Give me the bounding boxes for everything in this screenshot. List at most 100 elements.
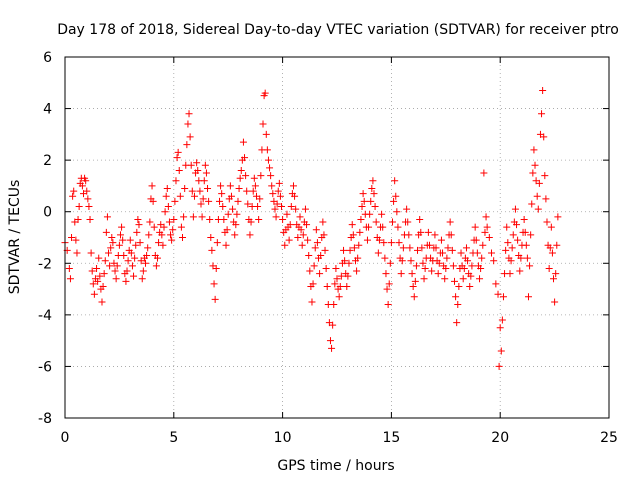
data-point (534, 205, 542, 213)
data-point (196, 187, 204, 195)
data-point (419, 259, 427, 267)
data-point (160, 223, 168, 231)
data-point (535, 179, 543, 187)
data-point (255, 215, 263, 223)
data-point (149, 197, 157, 205)
data-point (462, 244, 470, 252)
data-point (320, 231, 328, 239)
data-point (267, 172, 275, 180)
data-point (100, 270, 108, 278)
data-point (358, 203, 366, 211)
data-point (359, 190, 367, 198)
data-point (554, 213, 562, 221)
data-point (521, 228, 529, 236)
data-point (153, 254, 161, 262)
data-point (531, 161, 539, 169)
data-point (86, 215, 94, 223)
data-point (150, 223, 158, 231)
data-point (517, 254, 525, 262)
data-point (254, 203, 262, 211)
data-point (513, 221, 521, 229)
data-point (241, 154, 249, 162)
data-point (492, 280, 500, 288)
data-point (340, 246, 348, 254)
data-point (385, 280, 393, 288)
data-point (273, 200, 281, 208)
data-points (61, 87, 562, 370)
data-point (478, 254, 486, 262)
data-point (78, 182, 86, 190)
data-point (435, 259, 443, 267)
data-point (343, 282, 351, 290)
data-point (223, 226, 231, 234)
data-point (374, 249, 382, 257)
data-point (202, 169, 210, 177)
data-point (224, 210, 232, 218)
data-point (529, 169, 537, 177)
data-point (312, 226, 320, 234)
y-tick-label: -6 (38, 359, 52, 375)
data-point (457, 249, 465, 257)
data-point (132, 241, 140, 249)
data-point (390, 197, 398, 205)
data-point (424, 228, 432, 236)
data-point (431, 231, 439, 239)
data-point (516, 267, 524, 275)
x-tick-label: 5 (169, 430, 178, 446)
data-point (152, 262, 160, 270)
data-point (111, 267, 119, 275)
data-point (393, 208, 401, 216)
data-point (107, 244, 115, 252)
data-point (263, 146, 271, 154)
data-point (434, 270, 442, 278)
data-point (291, 192, 299, 200)
data-point (382, 270, 390, 278)
data-point (220, 215, 228, 223)
data-point (428, 267, 436, 275)
data-point (131, 254, 139, 262)
data-point (268, 182, 276, 190)
data-point (233, 210, 241, 218)
data-point (311, 244, 319, 252)
data-point (218, 190, 226, 198)
data-point (275, 179, 283, 187)
data-point (183, 141, 191, 149)
data-point (289, 182, 297, 190)
data-point (511, 205, 519, 213)
data-point (165, 218, 173, 226)
data-point (171, 197, 179, 205)
data-point (186, 133, 194, 141)
data-point (247, 218, 255, 226)
data-point (219, 203, 227, 211)
y-tick-label: 0 (43, 205, 52, 221)
data-point (217, 182, 225, 190)
data-point (261, 89, 269, 97)
x-tick-label: 20 (491, 430, 509, 446)
data-point (349, 231, 357, 239)
data-point (237, 166, 245, 174)
data-point (313, 239, 321, 247)
data-point (455, 282, 463, 290)
data-point (177, 223, 185, 231)
data-point (473, 249, 481, 257)
data-point (485, 234, 493, 241)
data-point (353, 267, 361, 275)
y-tick-label: -2 (38, 256, 52, 272)
data-point (548, 249, 556, 257)
data-point (394, 223, 402, 231)
data-point (538, 110, 546, 118)
data-point (365, 223, 373, 231)
data-point (479, 241, 487, 249)
data-point (331, 280, 339, 288)
data-point (369, 177, 377, 185)
data-point (199, 195, 207, 203)
data-point (404, 218, 412, 226)
data-point (185, 110, 193, 118)
data-point (372, 218, 380, 226)
data-point (409, 282, 417, 290)
data-point (392, 192, 400, 200)
data-point (287, 203, 295, 211)
data-point (344, 272, 352, 280)
data-point (246, 231, 254, 239)
